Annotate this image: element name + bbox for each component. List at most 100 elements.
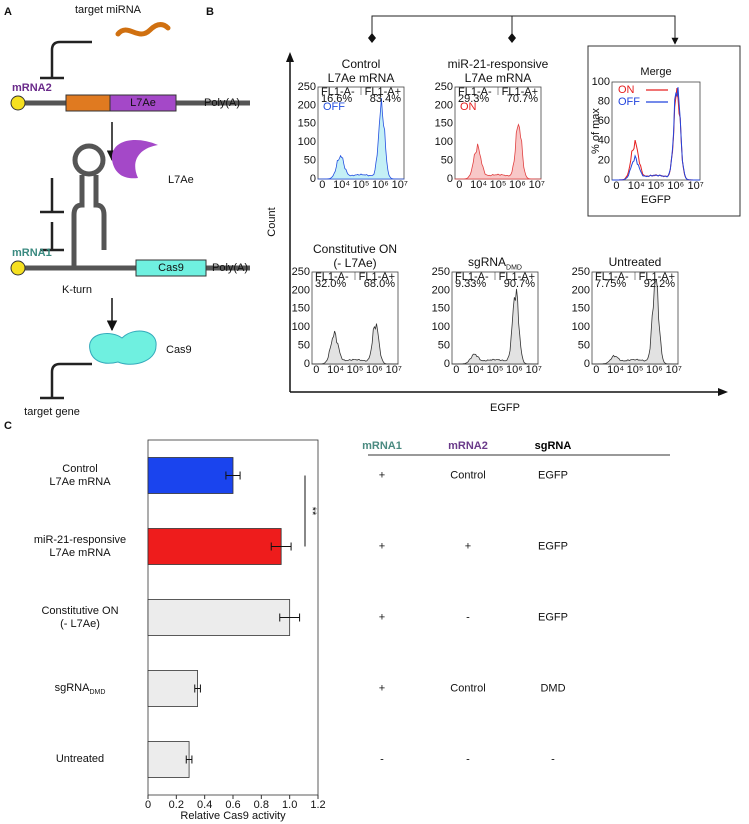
y-tick-label: 0 [604, 174, 610, 186]
x-tick-label: 10⁶ [646, 364, 663, 376]
y-tick-label: 50 [441, 155, 453, 167]
histogram-title: Constitutive ON (- L7Ae) [285, 242, 425, 270]
table-cell: + [379, 540, 385, 552]
gate-label: FL1-A- [455, 271, 489, 283]
hairpin [71, 175, 107, 268]
y-tick-label: 50 [298, 340, 310, 352]
x-tick-label: 10⁶ [372, 179, 389, 191]
y-tick-label: 100 [572, 321, 590, 333]
x-tick-label: 10⁴ [327, 364, 344, 376]
gate-label: FL1-A- [315, 271, 349, 283]
histogram-fill [311, 323, 399, 365]
x-tick-label: 10⁵ [487, 364, 504, 376]
x-tick-label: 0.4 [197, 799, 212, 811]
y-tick-label: 50 [438, 340, 450, 352]
axis-title: % of max [590, 108, 602, 154]
table-cell: - [551, 753, 555, 765]
y-tick-label: 100 [592, 76, 610, 88]
merge-title: Merge [640, 66, 671, 78]
table-cell: Control [450, 682, 485, 694]
label: L7Ae [168, 174, 194, 186]
label-text: sgRNA [54, 682, 90, 694]
x-tick-label: 10⁴ [607, 364, 624, 376]
significance-label: ** [306, 507, 318, 516]
inhibition [40, 178, 64, 214]
x-tick-label: 1.0 [282, 799, 297, 811]
box [135, 259, 207, 277]
y-tick-label: 150 [292, 303, 310, 315]
box [65, 94, 111, 112]
table-cell: DMD [540, 682, 565, 694]
table-cell: - [466, 753, 470, 765]
y-tick-label: 60 [598, 115, 610, 127]
hairpin-loop [72, 143, 106, 177]
gate-label: FL1-A+ [499, 271, 535, 283]
bar [147, 457, 234, 494]
x-tick-label: 0.8 [254, 799, 269, 811]
legend-label: OFF [618, 96, 640, 108]
y-tick-label: 0 [304, 358, 310, 370]
histogram-title: sgRNADMD [425, 255, 565, 275]
y-tick-label: 100 [432, 321, 450, 333]
legend-label: ON [618, 84, 635, 96]
x-axis-title: Relative Cas9 activity [180, 810, 286, 822]
merge-curve [611, 87, 701, 181]
y-tick-label: 150 [572, 303, 590, 315]
histogram-title: miR-21-responsive L7Ae mRNA [428, 57, 568, 85]
y-tick-label: 20 [598, 154, 610, 166]
gate-percent: 16.6% [321, 93, 352, 105]
label: Cas9 [166, 344, 192, 356]
panel-label: C [4, 420, 12, 432]
x-tick-label: 10⁴ [470, 179, 487, 191]
label: target miRNA [75, 4, 142, 16]
histogram-fill [317, 98, 405, 180]
x-tick-label: 10⁵ [627, 364, 644, 376]
panel-label: A [4, 6, 12, 18]
y-tick-label: 250 [298, 81, 316, 93]
label: mRNA1 [12, 247, 52, 259]
diamond [368, 33, 516, 43]
error-bar [194, 684, 201, 693]
x-tick-label: 10⁷ [392, 179, 408, 191]
label-text: Control L7Ae mRNA [49, 462, 111, 488]
table-cell: + [379, 611, 385, 623]
y-tick-label: 250 [432, 266, 450, 278]
y-tick-label: 50 [578, 340, 590, 352]
inhibition [40, 362, 92, 400]
mirna-squiggle [115, 22, 171, 37]
y-tick-label: 250 [435, 81, 453, 93]
y-tick-label: 200 [572, 284, 590, 296]
x-tick-label: 0 [319, 179, 325, 191]
gate-percent: 32.0% [315, 278, 346, 290]
label-subscript: DMD [89, 689, 106, 697]
axis-title: EGFP [490, 402, 520, 414]
category-label: miR-21-responsive L7Ae mRNA [15, 534, 145, 560]
x-tick-label: 10⁶ [509, 179, 526, 191]
label: mRNA2 [12, 82, 52, 94]
y-tick-label: 200 [298, 99, 316, 111]
x-tick-label: 0 [593, 364, 599, 376]
label-text: sgRNA [468, 255, 507, 269]
bar [147, 670, 198, 707]
category-label: Control L7Ae mRNA [15, 463, 145, 489]
label: target gene [24, 406, 80, 418]
merge-frame [587, 45, 741, 217]
bar [147, 599, 291, 636]
gate-percent: 7.75% [595, 278, 626, 290]
gate-percent: 70.7% [507, 93, 538, 105]
box [109, 94, 177, 112]
y-tick-label: 0 [444, 358, 450, 370]
table-header: sgRNA [535, 440, 572, 452]
cap [10, 260, 26, 276]
y-tick-label: 0 [584, 358, 590, 370]
axis-title: Count [266, 207, 278, 236]
gate-percent: 92.2% [644, 278, 675, 290]
x-tick-label: 10⁷ [386, 364, 402, 376]
axis-title: EGFP [641, 194, 671, 206]
error-bar [225, 471, 241, 480]
x-tick-label: 10⁷ [526, 364, 542, 376]
table-cell: EGFP [538, 469, 568, 481]
label-text: Constitutive ON (- L7Ae) [312, 242, 398, 270]
